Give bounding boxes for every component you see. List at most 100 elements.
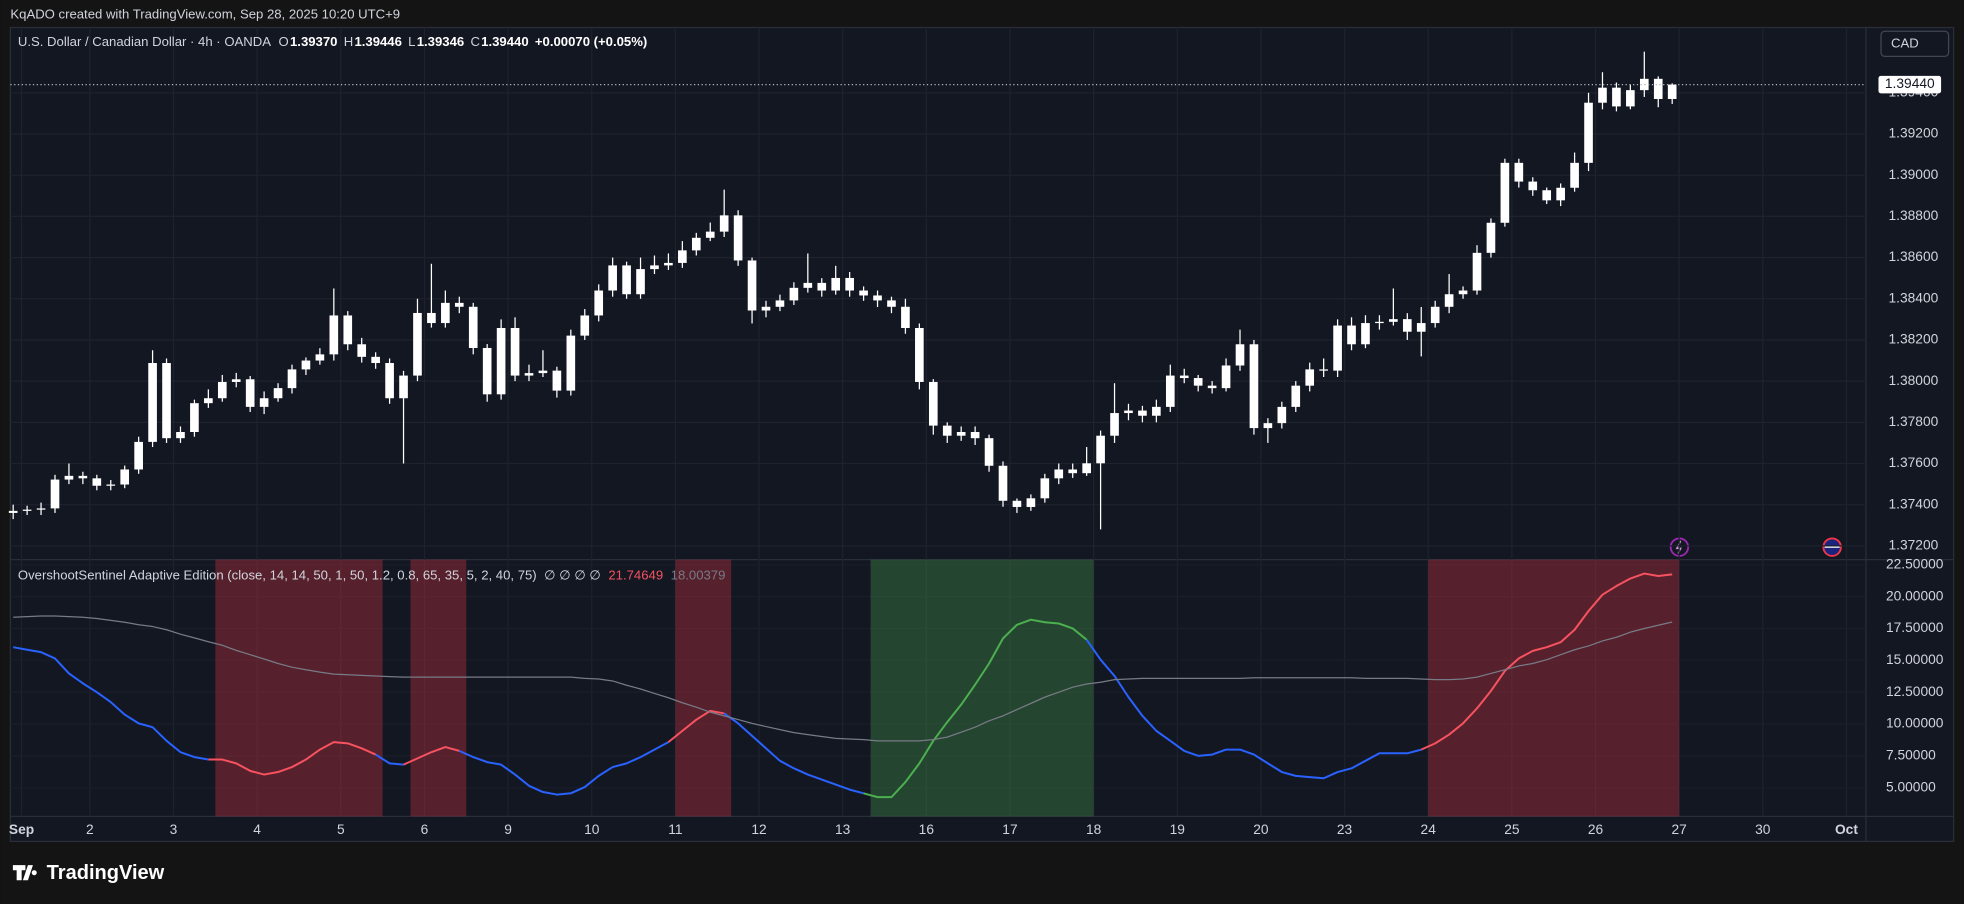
- candle-body: [148, 363, 157, 442]
- signal-zone: [410, 559, 467, 817]
- indicator-na: ∅ ∅ ∅ ∅: [544, 567, 601, 582]
- currency-label[interactable]: CAD: [1891, 35, 1919, 50]
- ohlc-value: 1.39446: [354, 34, 401, 49]
- candle-body: [287, 369, 297, 389]
- ohlc-key: C: [470, 34, 479, 49]
- candle-body: [705, 231, 715, 238]
- y-tick-label: 1.39000: [1889, 167, 1939, 182]
- x-tick-label: 26: [1588, 822, 1604, 837]
- candle-body: [901, 306, 910, 329]
- candle-body: [970, 431, 980, 439]
- candle-body: [1402, 319, 1412, 332]
- candle-body: [329, 315, 339, 355]
- candle-body: [845, 277, 854, 291]
- x-tick-label: 20: [1253, 822, 1269, 837]
- candle-body: [92, 478, 102, 486]
- x-tick-label: 6: [421, 822, 429, 837]
- oscillator-line: [723, 712, 864, 795]
- candle-body: [1082, 463, 1091, 474]
- candle-body: [441, 302, 450, 324]
- x-tick-label: 30: [1755, 822, 1771, 837]
- oscillator-line: [458, 741, 669, 796]
- candle-body: [928, 381, 938, 426]
- brand-logo: [12, 865, 37, 881]
- candle-body: [1068, 469, 1078, 474]
- change-label: +0.00070 (+0.05%): [535, 34, 647, 49]
- currency-button[interactable]: [1880, 30, 1950, 57]
- candle-body: [998, 465, 1008, 501]
- symbol-title: U.S. Dollar / Canadian Dollar · 4h · OAN…: [18, 34, 271, 49]
- candle-body: [733, 215, 743, 261]
- candle-body: [608, 265, 617, 291]
- signal-zone: [215, 559, 383, 817]
- candle-body: [8, 510, 18, 513]
- candle-body: [1626, 90, 1635, 107]
- candle-body: [1500, 162, 1510, 223]
- candle-body: [1291, 385, 1301, 407]
- candle-body: [1347, 325, 1356, 345]
- y-tick-label: 1.38200: [1889, 332, 1939, 347]
- x-tick-label: Sep: [9, 822, 34, 837]
- chart-frame: [9, 26, 1955, 843]
- oscillator-line: [863, 618, 1088, 799]
- candle-body: [664, 262, 673, 266]
- signal-line: [13, 615, 1673, 742]
- indicator-tick-label: 15.00000: [1886, 652, 1944, 667]
- x-tick-label: Oct: [1835, 822, 1858, 837]
- candle-body: [873, 295, 882, 301]
- candle-body: [399, 375, 408, 399]
- candle-body: [1612, 87, 1621, 107]
- candle-body: [1430, 306, 1440, 324]
- candle-body: [1179, 375, 1189, 379]
- x-tick-label: 10: [584, 822, 600, 837]
- indicator-tick-label: 7.50000: [1886, 747, 1936, 762]
- candle-body: [1361, 323, 1370, 345]
- candle-body: [1249, 344, 1259, 429]
- candle-body: [984, 438, 994, 466]
- x-tick-label: 9: [504, 822, 512, 837]
- y-tick-label: 1.37200: [1889, 538, 1939, 553]
- candle-body: [719, 215, 729, 232]
- candle-body: [1124, 410, 1133, 414]
- candle-body: [1444, 294, 1454, 307]
- candle-body: [134, 441, 143, 470]
- last-price-tag: [1878, 75, 1942, 94]
- credit: KqADO created with TradingView.com, Sep …: [10, 6, 400, 21]
- candle-body: [1165, 375, 1175, 407]
- candle-body: [622, 265, 631, 295]
- candle-body: [315, 354, 325, 361]
- indicator-tick-label: 22.50000: [1886, 556, 1944, 571]
- ohlc-key: O: [279, 34, 289, 49]
- ohlc-value: 1.39370: [290, 34, 337, 49]
- candle-body: [1472, 252, 1482, 291]
- candle-body: [190, 403, 199, 432]
- oscillator-line: [208, 741, 377, 776]
- candle-body: [887, 300, 896, 307]
- indicator-tick-label: 20.00000: [1886, 588, 1944, 603]
- y-tick-label: 1.38400: [1889, 290, 1939, 305]
- oscillator-line: [403, 746, 460, 766]
- candle-body: [176, 431, 185, 439]
- candle-body: [1389, 319, 1398, 322]
- y-tick-label: 1.38600: [1889, 249, 1939, 264]
- candle-body: [385, 363, 394, 399]
- indicator-tick-label: 12.50000: [1886, 684, 1944, 699]
- oscillator-line: [667, 709, 725, 743]
- candle-body: [1138, 410, 1147, 416]
- candle-body: [594, 290, 604, 316]
- x-tick-label: 27: [1671, 822, 1686, 837]
- candle-body: [371, 356, 380, 364]
- logo-mark: [12, 865, 37, 881]
- x-tick-label: 24: [1421, 822, 1437, 837]
- candle-body: [1458, 290, 1468, 295]
- candle-body: [1319, 369, 1328, 371]
- candle-body: [1542, 190, 1552, 201]
- indicator-value: 18.00379: [671, 567, 726, 582]
- candle-body: [1012, 500, 1022, 507]
- candle-body: [859, 290, 868, 296]
- candle-body: [36, 508, 46, 510]
- candle-body: [1263, 423, 1273, 429]
- candle-body: [691, 237, 701, 251]
- ohlc-key: L: [408, 34, 415, 49]
